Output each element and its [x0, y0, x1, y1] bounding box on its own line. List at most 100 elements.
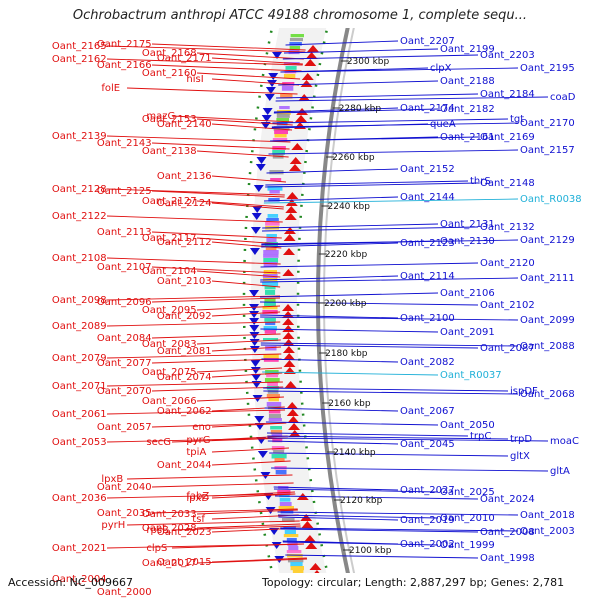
- gene-label-left[interactable]: pyrG: [186, 435, 210, 446]
- gene-label-left[interactable]: Oant_2062: [157, 406, 212, 417]
- gene-label-right[interactable]: Oant_2027: [400, 485, 455, 496]
- gene-label-right[interactable]: Oant_2157: [520, 145, 575, 156]
- gene-label-left[interactable]: Oant_2081: [157, 346, 212, 357]
- gene-label-left[interactable]: Oant_2066: [142, 396, 197, 407]
- gene-label-left[interactable]: Oant_2035: [97, 508, 152, 519]
- gene-label-left[interactable]: Oant_2084: [97, 333, 152, 344]
- gene-label-left[interactable]: Oant_2040: [97, 482, 152, 493]
- gene-label-left[interactable]: fabZ: [186, 491, 209, 502]
- gene-label-right[interactable]: Oant_R0037: [440, 370, 502, 381]
- gene-label-left[interactable]: Oant_2168: [142, 48, 197, 59]
- gene-label-right[interactable]: Oant_R0038: [520, 194, 582, 205]
- gene-label-right[interactable]: Oant_2068: [520, 389, 575, 400]
- gene-label-left[interactable]: Oant_2125: [97, 186, 152, 197]
- gene-label-left[interactable]: Oant_2122: [52, 211, 107, 222]
- gene-label-right[interactable]: coaD: [550, 92, 576, 103]
- gene-label-right[interactable]: Oant_2082: [400, 357, 455, 368]
- gene-label-right[interactable]: Oant_2132: [480, 222, 535, 233]
- gene-label-left[interactable]: Oant_2044: [157, 460, 212, 471]
- gene-label-right[interactable]: Oant_2018: [520, 510, 575, 521]
- gene-label-left[interactable]: Oant_2128: [52, 184, 107, 195]
- gene-label-left[interactable]: Oant_2053: [52, 437, 107, 448]
- gene-label-left[interactable]: Oant_2089: [52, 321, 107, 332]
- gene-label-right[interactable]: Oant_2207: [400, 36, 455, 47]
- gene-label-right[interactable]: Oant_2174: [400, 103, 455, 114]
- gene-label-left[interactable]: Oant_2092: [157, 311, 212, 322]
- gene-label-right[interactable]: Oant_2184: [480, 89, 535, 100]
- gene-label-left[interactable]: Oant_2017: [142, 558, 197, 569]
- gene-label-left[interactable]: lpxB: [101, 474, 123, 485]
- gene-label-left[interactable]: Oant_2166: [97, 60, 152, 71]
- gene-label-left[interactable]: Oant_2015: [157, 557, 212, 568]
- gene-label-right[interactable]: moaC: [550, 436, 579, 447]
- gene-label-left[interactable]: Oant_2107: [97, 262, 152, 273]
- gene-label-left[interactable]: Oant_2153: [142, 114, 197, 125]
- gene-label-right[interactable]: Oant_2045: [400, 439, 455, 450]
- gene-label-right[interactable]: Oant_2019: [400, 515, 455, 526]
- gene-label-left[interactable]: lpxD: [186, 493, 209, 504]
- gene-label-left[interactable]: Oant_2071: [52, 381, 107, 392]
- gene-label-left[interactable]: Oant_2127: [142, 196, 197, 207]
- gene-label-right[interactable]: Oant_2169: [480, 132, 535, 143]
- gene-label-left[interactable]: Oant_2112: [157, 237, 212, 248]
- gene-label-left[interactable]: Oant_2139: [52, 131, 107, 142]
- gene-label-right[interactable]: trpD: [510, 434, 532, 445]
- gene-label-left[interactable]: Oant_2075: [142, 367, 197, 378]
- gene-label-right[interactable]: Oant_2106: [440, 288, 495, 299]
- gene-label-left[interactable]: Oant_2061: [52, 409, 107, 420]
- gene-label-right[interactable]: Oant_2102: [480, 300, 535, 311]
- gene-label-left[interactable]: Oant_2023: [157, 527, 212, 538]
- gene-label-left[interactable]: Oant_2083: [142, 339, 197, 350]
- gene-label-right[interactable]: trpC: [470, 431, 491, 442]
- gene-label-right[interactable]: Oant_2123: [400, 238, 455, 249]
- gene-label-left[interactable]: Oant_2171: [157, 53, 212, 64]
- gene-label-left[interactable]: Oant_2162: [52, 54, 107, 65]
- gene-label-left[interactable]: mazG: [146, 111, 175, 122]
- gene-label-right[interactable]: ispDF: [510, 386, 538, 397]
- gene-label-left[interactable]: Oant_2165: [52, 41, 107, 52]
- gene-label-right[interactable]: Oant_2099: [520, 315, 575, 326]
- gene-label-right[interactable]: Oant_2010: [440, 513, 495, 524]
- gene-label-left[interactable]: Oant_2033: [142, 509, 197, 520]
- gene-label-left[interactable]: Oant_2113: [97, 227, 152, 238]
- gene-label-left[interactable]: folE: [101, 83, 120, 94]
- gene-label-right[interactable]: Oant_2195: [520, 63, 575, 74]
- gene-label-right[interactable]: Oant_2003: [520, 526, 575, 537]
- gene-label-right[interactable]: Oant_2152: [400, 164, 455, 175]
- gene-label-right[interactable]: Oant_2024: [480, 494, 535, 505]
- gene-label-right[interactable]: Oant_2111: [520, 273, 575, 284]
- gene-label-right[interactable]: Oant_2067: [400, 406, 455, 417]
- gene-label-left[interactable]: Oant_2004: [52, 574, 107, 585]
- gene-label-left[interactable]: Oant_2096: [97, 297, 152, 308]
- gene-label-left[interactable]: Oant_2074: [157, 372, 212, 383]
- gene-label-left[interactable]: Oant_2021: [52, 543, 107, 554]
- gene-label-left[interactable]: eno: [192, 422, 211, 433]
- gene-label-right[interactable]: Oant_2188: [440, 76, 495, 87]
- gene-label-left[interactable]: Oant_2028: [142, 523, 197, 534]
- gene-label-right[interactable]: Oant_2144: [400, 192, 455, 203]
- gene-label-left[interactable]: tsf: [192, 514, 205, 525]
- gene-label-right[interactable]: Oant_2114: [400, 271, 455, 282]
- gene-label-right[interactable]: Oant_1998: [480, 553, 535, 564]
- gene-label-right[interactable]: gltA: [550, 466, 570, 477]
- gene-label-right[interactable]: clpX: [430, 63, 452, 74]
- gene-label-left[interactable]: Oant_2124: [157, 198, 212, 209]
- gene-label-right[interactable]: Oant_2161: [440, 132, 495, 143]
- gene-label-left[interactable]: Oant_2140: [157, 119, 212, 130]
- gene-label-right[interactable]: Oant_2131: [440, 219, 495, 230]
- gene-label-right[interactable]: Oant_2129: [520, 235, 575, 246]
- gene-label-left[interactable]: secG: [146, 437, 171, 448]
- gene-label-left[interactable]: Oant_2057: [97, 422, 152, 433]
- gene-label-right[interactable]: gltX: [510, 451, 530, 462]
- gene-label-left[interactable]: Oant_2136: [157, 171, 212, 182]
- gene-label-right[interactable]: Oant_2170: [520, 118, 575, 129]
- gene-label-right[interactable]: tgt: [510, 114, 524, 125]
- gene-label-right[interactable]: Oant_2199: [440, 44, 495, 55]
- gene-label-left[interactable]: pyrH: [101, 520, 125, 531]
- gene-label-right[interactable]: Oant_2182: [440, 104, 495, 115]
- gene-label-right[interactable]: Oant_2088: [520, 341, 575, 352]
- gene-label-left[interactable]: Oant_2077: [97, 358, 152, 369]
- gene-label-left[interactable]: Oant_2160: [142, 68, 197, 79]
